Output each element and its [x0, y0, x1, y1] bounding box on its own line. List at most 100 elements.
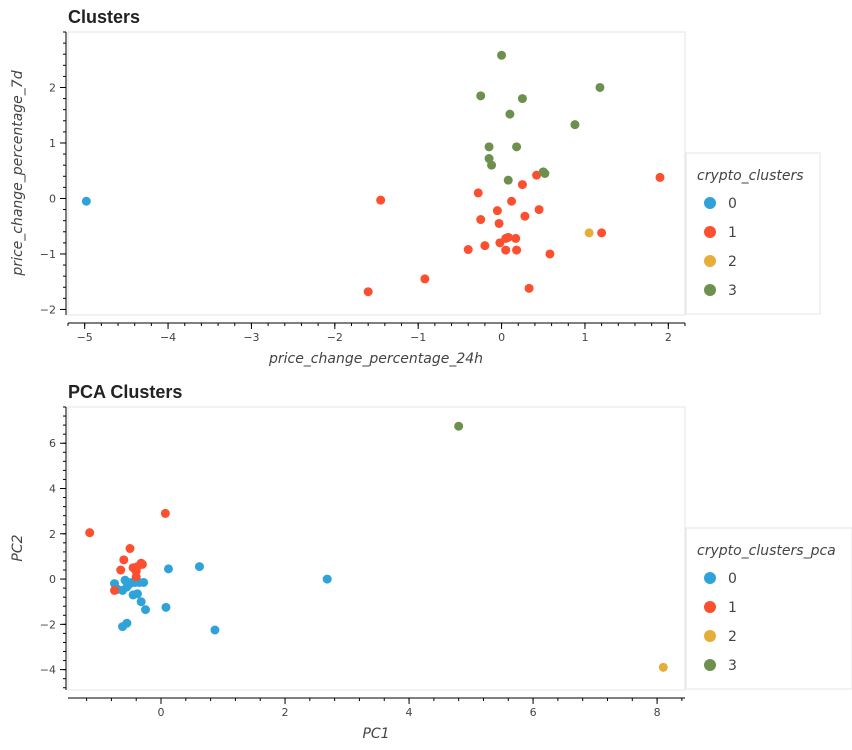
y-tick-label: −1: [40, 248, 56, 261]
data-point-cluster-2: [658, 662, 668, 672]
chart-1: Clusters −5 −4 −3 −2 −1 0 1 2 −2 −1 0 1 2 price_change…: [10, 7, 821, 367]
legend: crypto_clusters 0 1 2 3: [685, 152, 821, 315]
data-point-cluster-1: [512, 245, 522, 255]
data-point-cluster-1: [119, 555, 129, 565]
legend-marker-2: [704, 255, 716, 267]
legend-label-3: 3: [728, 658, 737, 674]
x-tick-label: 2: [665, 331, 672, 344]
data-point-cluster-1: [473, 188, 483, 198]
data-point-cluster-1: [494, 218, 504, 228]
data-point-cluster-3: [503, 175, 513, 185]
y-tick-label: 6: [49, 437, 56, 450]
y-tick-label: 2: [49, 528, 56, 541]
y-tick-label: 2: [49, 81, 56, 94]
data-point-cluster-1: [160, 508, 170, 518]
data-point-cluster-0: [161, 602, 171, 612]
legend-marker-2: [704, 630, 716, 642]
legend-label-3: 3: [728, 283, 737, 299]
legend-title: crypto_clusters: [697, 168, 804, 184]
data-point-cluster-1: [520, 211, 530, 221]
data-point-cluster-1: [85, 528, 95, 538]
y-tick-label: −4: [40, 664, 56, 677]
plot-frame: [67, 406, 686, 691]
legend-title: crypto_clusters_pca: [697, 543, 836, 559]
legend-label-2: 2: [728, 254, 737, 270]
data-point-cluster-1: [420, 274, 430, 284]
chart-title: PCA Clusters: [68, 382, 182, 402]
y-axis-label: PC2: [10, 534, 26, 561]
legend-marker-0: [704, 572, 716, 584]
legend-marker-0: [704, 197, 716, 209]
x-tick-label: 0: [498, 331, 505, 344]
x-tick-label: 1: [581, 331, 588, 344]
data-point-cluster-1: [532, 170, 542, 180]
data-point-cluster-0: [210, 625, 220, 635]
legend-label-2: 2: [728, 629, 737, 645]
x-tick-label: −1: [410, 331, 426, 344]
data-point-cluster-1: [492, 206, 502, 216]
legend-label-1: 1: [728, 225, 737, 241]
data-point-cluster-1: [503, 232, 513, 242]
data-point-cluster-1: [655, 172, 665, 182]
data-point-cluster-0: [139, 577, 149, 587]
data-point-cluster-3: [497, 50, 507, 60]
data-point-cluster-1: [131, 572, 141, 582]
y-axis-label: price_change_percentage_7d: [10, 70, 26, 276]
x-tick-label: 4: [406, 706, 413, 719]
data-point-cluster-3: [570, 120, 580, 130]
data-point-cluster-1: [545, 249, 555, 259]
data-point-cluster-1: [517, 180, 527, 190]
data-point-cluster-1: [376, 195, 386, 205]
data-point-cluster-1: [597, 228, 607, 238]
x-tick-label: −3: [243, 331, 259, 344]
legend: crypto_clusters_pca 0 1 2 3: [685, 527, 852, 690]
data-point-cluster-1: [511, 233, 521, 243]
legend-marker-3: [704, 284, 716, 296]
x-tick-label: 8: [654, 706, 661, 719]
data-point-cluster-3: [476, 91, 486, 101]
data-point-cluster-1: [137, 559, 147, 569]
legend-label-0: 0: [728, 196, 737, 212]
data-point-cluster-3: [484, 142, 494, 152]
data-point-cluster-0: [163, 564, 173, 574]
data-point-cluster-0: [141, 605, 151, 615]
data-point-cluster-0: [136, 597, 146, 607]
x-tick-label: −2: [327, 331, 343, 344]
chart-title: Clusters: [68, 7, 140, 27]
y-tick-label: 4: [49, 483, 56, 496]
legend-marker-1: [704, 601, 716, 613]
data-point-cluster-1: [524, 283, 534, 293]
y-tick-label: 0: [49, 573, 56, 586]
x-axis-label: PC1: [362, 726, 389, 742]
data-point-cluster-1: [534, 205, 544, 215]
plot-frame: [67, 31, 686, 316]
data-point-cluster-1: [363, 287, 373, 297]
y-tick-label: −2: [40, 303, 56, 316]
data-point-cluster-3: [487, 160, 497, 170]
x-tick-label: 2: [282, 706, 289, 719]
data-point-cluster-0: [81, 196, 91, 206]
data-point-cluster-3: [595, 82, 605, 92]
data-point-cluster-3: [517, 94, 527, 104]
data-point-cluster-3: [505, 109, 515, 119]
x-tick-label: 0: [158, 706, 165, 719]
data-point-cluster-3: [454, 421, 464, 431]
data-point-cluster-1: [116, 565, 126, 575]
x-tick-label: 6: [530, 706, 537, 719]
y-tick-label: 0: [49, 192, 56, 205]
data-point-cluster-0: [132, 589, 142, 599]
chart-2: PCA Clusters 0 2 4 6 8 −4 −2 0 2 4 6 PC1 PC2 crypto_cl…: [10, 382, 852, 742]
x-axis-label: price_change_percentage_24h: [268, 351, 483, 367]
legend-label-1: 1: [728, 600, 737, 616]
y-tick-label: 1: [49, 137, 56, 150]
legend-marker-3: [704, 659, 716, 671]
data-point-cluster-1: [501, 245, 511, 255]
data-point-cluster-3: [540, 169, 550, 178]
data-point-cluster-1: [125, 544, 135, 553]
y-tick-label: −2: [40, 618, 56, 631]
data-point-cluster-3: [512, 142, 522, 152]
data-point-cluster-1: [463, 245, 473, 255]
data-point-cluster-0: [194, 562, 204, 572]
data-point-cluster-0: [322, 574, 332, 584]
data-point-cluster-1: [110, 585, 120, 595]
